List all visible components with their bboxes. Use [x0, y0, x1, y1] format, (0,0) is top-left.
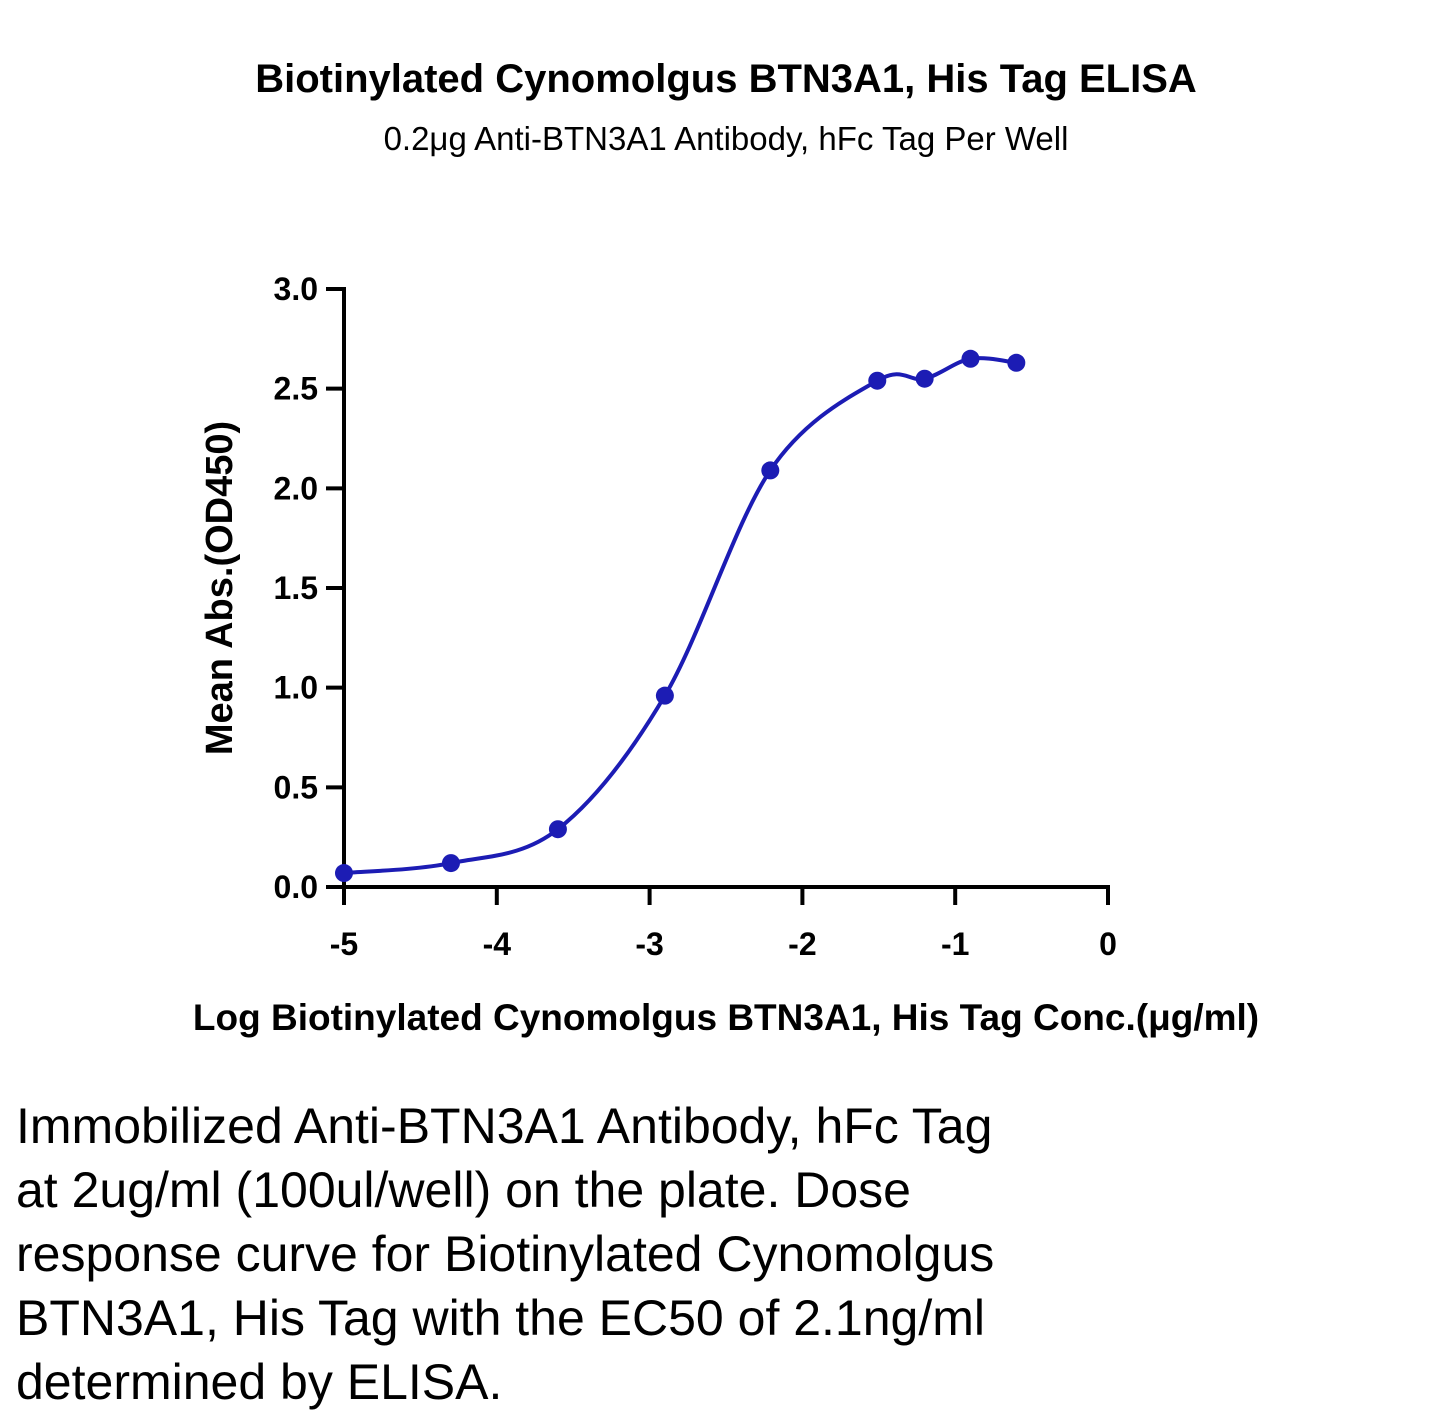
y-axis-label: Mean Abs.(OD450)	[199, 421, 241, 755]
data-point	[761, 461, 780, 480]
x-tick-label: -1	[941, 926, 969, 962]
x-tick-label: -3	[635, 926, 663, 962]
data-point	[335, 864, 353, 883]
y-tick-label: 2.0	[274, 470, 318, 506]
chart-title: Biotinylated Cynomolgus BTN3A1, His Tag …	[255, 57, 1197, 101]
caption-line: Immobilized Anti-BTN3A1 Antibody, hFc Ta…	[16, 1098, 992, 1154]
caption-line: at 2ug/ml (100ul/well) on the plate. Dos…	[16, 1162, 911, 1218]
data-point	[961, 349, 980, 368]
x-tick-label: -4	[483, 926, 512, 962]
y-tick-label: 1.0	[274, 670, 318, 706]
y-tick-label: 0.5	[274, 769, 318, 805]
fit-line	[343, 356, 1017, 876]
data-point	[441, 854, 460, 873]
data-point	[548, 820, 567, 839]
y-tick-label: 3.0	[274, 271, 318, 307]
x-tick-label: 0	[1099, 926, 1117, 962]
y-tick-label: 1.5	[274, 570, 318, 606]
caption-line: response curve for Biotinylated Cynomolg…	[16, 1226, 994, 1282]
x-axis-label: Log Biotinylated Cynomolgus BTN3A1, His …	[193, 997, 1259, 1038]
x-tick-label: -5	[330, 926, 358, 962]
caption-line: determined by ELISA.	[16, 1354, 502, 1410]
data-point	[1007, 353, 1026, 372]
caption-line: BTN3A1, His Tag with the EC50 of 2.1ng/m…	[16, 1290, 985, 1346]
chart-subtitle: 0.2μg Anti-BTN3A1 Antibody, hFc Tag Per …	[384, 120, 1069, 157]
data-point	[915, 369, 934, 388]
y-tick-label: 0.0	[274, 869, 318, 905]
x-tick-label: -2	[788, 926, 816, 962]
data-point	[868, 371, 887, 390]
data-point	[655, 686, 674, 705]
y-tick-label: 2.5	[274, 371, 318, 407]
